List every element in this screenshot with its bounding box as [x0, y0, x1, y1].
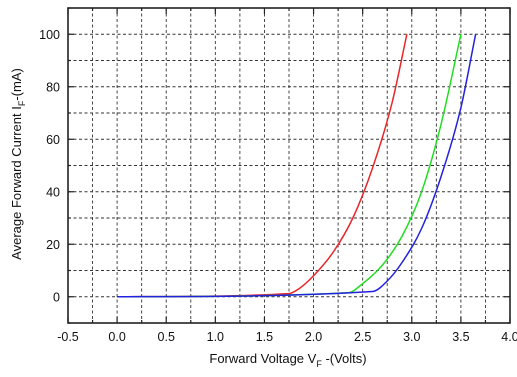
plot-frame — [67, 7, 511, 324]
y-tick-label: 40 — [46, 185, 60, 199]
y-tick-labels: 0 20 40 60 80 100 — [39, 28, 60, 305]
x-tick-label: 1.5 — [256, 330, 273, 344]
x-tick-label: 1.0 — [207, 330, 224, 344]
y-axis-title: Average Forward Current IF-(mA) — [9, 68, 27, 260]
series-line-1 — [117, 34, 408, 298]
x-tick-label: 4.0 — [501, 330, 517, 344]
series-layer — [117, 34, 477, 298]
x-tick-label: 3.5 — [452, 330, 469, 344]
y-tick-label: 80 — [46, 80, 60, 94]
x-tick-labels: -0.5 0.0 0.5 1.0 1.5 2.0 2.5 3.0 3.5 4.0 — [57, 330, 517, 344]
x-tick-label: 2.5 — [354, 330, 371, 344]
y-tick-label: 0 — [53, 290, 60, 304]
y-tick-label: 20 — [46, 238, 60, 252]
x-tick-label: 2.0 — [305, 330, 322, 344]
grid — [68, 8, 510, 323]
x-axis-title: Forward Voltage VF -(Volts) — [209, 351, 366, 369]
x-tick-label: 0.0 — [108, 330, 125, 344]
series-line-3 — [117, 34, 477, 298]
x-tick-label: -0.5 — [57, 330, 79, 344]
x-tick-label: 3.0 — [403, 330, 420, 344]
x-tick-label: 0.5 — [158, 330, 175, 344]
y-tick-label: 60 — [46, 133, 60, 147]
y-tick-label: 100 — [39, 28, 60, 42]
